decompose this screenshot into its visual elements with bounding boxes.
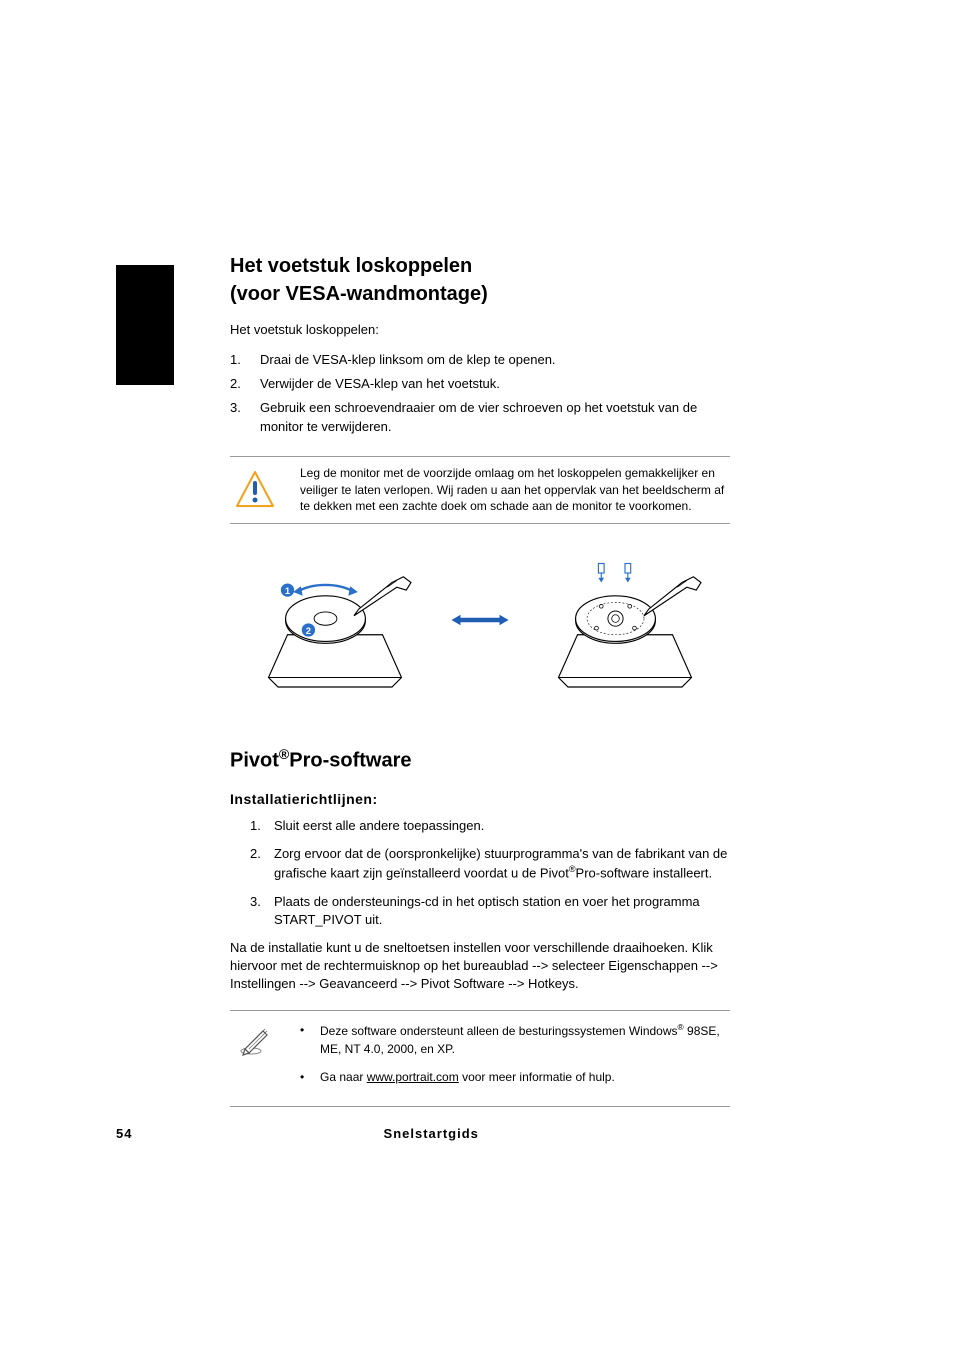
title-line2: (voor VESA-wandmontage) — [230, 283, 488, 305]
step-text: Gebruik een schroevendraaier om de vier … — [260, 399, 730, 435]
info-bullets: • Deze software ondersteunt alleen de be… — [300, 1021, 730, 1096]
step-row: 3. Gebruik een schroevendraaier om de vi… — [230, 399, 730, 435]
title-line1: Het voetstuk loskoppelen — [230, 255, 472, 277]
double-arrow-icon — [450, 612, 510, 628]
step-row: 1. Draai de VESA-klep linksom om de klep… — [230, 351, 730, 369]
step-text: Verwijder de VESA-klep van het voetstuk. — [260, 375, 730, 393]
bullet-dot: • — [300, 1068, 320, 1086]
step-num: 3. — [250, 893, 274, 929]
step-text: Draai de VESA-klep linksom om de klep te… — [260, 351, 730, 369]
page-footer: 54 Snelstartgids — [116, 1126, 730, 1141]
section2-title: Pivot®Pro-software — [230, 746, 730, 773]
step-num: 3. — [230, 399, 260, 435]
section2-paragraph: Na de installatie kunt u de sneltoetsen … — [230, 939, 730, 994]
page-number: 54 — [116, 1126, 132, 1141]
text-suffix: Pro-software installeert. — [576, 866, 713, 881]
step-text: Zorg ervoor dat de (oorspronkelijke) stu… — [274, 845, 730, 883]
step-num: 1. — [250, 817, 274, 835]
screw-markers — [598, 563, 630, 582]
step-num: 2. — [230, 375, 260, 393]
step-num: 2. — [250, 845, 274, 883]
diagram-left: 1 2 — [240, 543, 430, 698]
step-row: 3. Plaats de ondersteunings-cd in het op… — [250, 893, 730, 929]
side-tab — [116, 265, 174, 385]
step-num: 1. — [230, 351, 260, 369]
text-prefix: Deze software ondersteunt alleen de best… — [320, 1024, 678, 1038]
text-suffix: voor meer informatie of hulp. — [459, 1070, 615, 1084]
bullet-row: • Ga naar www.portrait.com voor meer inf… — [300, 1068, 730, 1086]
section1-intro: Het voetstuk loskoppelen: — [230, 322, 730, 337]
reg-mark: ® — [569, 864, 576, 874]
bullet-text: Deze software ondersteunt alleen de best… — [320, 1021, 730, 1058]
bullet-text: Ga naar www.portrait.com voor meer infor… — [320, 1068, 730, 1086]
section1-steps: 1. Draai de VESA-klep linksom om de klep… — [230, 351, 730, 436]
callout-2: 2 — [306, 625, 311, 636]
diagram-right — [530, 543, 720, 698]
section2-steps: 1. Sluit eerst alle andere toepassingen.… — [230, 817, 730, 929]
vesa-diagram: 1 2 — [230, 530, 730, 710]
bullet-row: • Deze software ondersteunt alleen de be… — [300, 1021, 730, 1058]
section1-title: Het voetstuk loskoppelen (voor VESA-wand… — [230, 252, 730, 308]
rule — [230, 1106, 730, 1107]
step-text: Sluit eerst alle andere toepassingen. — [274, 817, 730, 835]
warning-text: Leg de monitor met de voorzijde omlaag o… — [300, 465, 730, 515]
bullet-dot: • — [300, 1021, 320, 1058]
callout-1: 1 — [285, 586, 291, 597]
pencil-icon — [230, 1021, 280, 1096]
title-prefix: Pivot — [230, 750, 279, 772]
page-content: Het voetstuk loskoppelen (voor VESA-wand… — [230, 252, 730, 1107]
step-row: 2. Verwijder de VESA-klep van het voetst… — [230, 375, 730, 393]
info-note: • Deze software ondersteunt alleen de be… — [230, 1010, 730, 1102]
step-text: Plaats de ondersteunings-cd in het optis… — [274, 893, 730, 929]
title-suffix: Pro-software — [289, 750, 411, 772]
warning-note: Leg de monitor met de voorzijde omlaag o… — [230, 456, 730, 524]
step-row: 1. Sluit eerst alle andere toepassingen. — [250, 817, 730, 835]
text-prefix: Ga naar — [320, 1070, 367, 1084]
footer-title: Snelstartgids — [132, 1126, 730, 1141]
warning-icon — [230, 465, 280, 515]
section2-subheading: Installatierichtlijnen: — [230, 791, 730, 807]
step-row: 2. Zorg ervoor dat de (oorspronkelijke) … — [250, 845, 730, 883]
link-text: www.portrait.com — [367, 1070, 459, 1084]
reg-mark: ® — [279, 746, 289, 762]
